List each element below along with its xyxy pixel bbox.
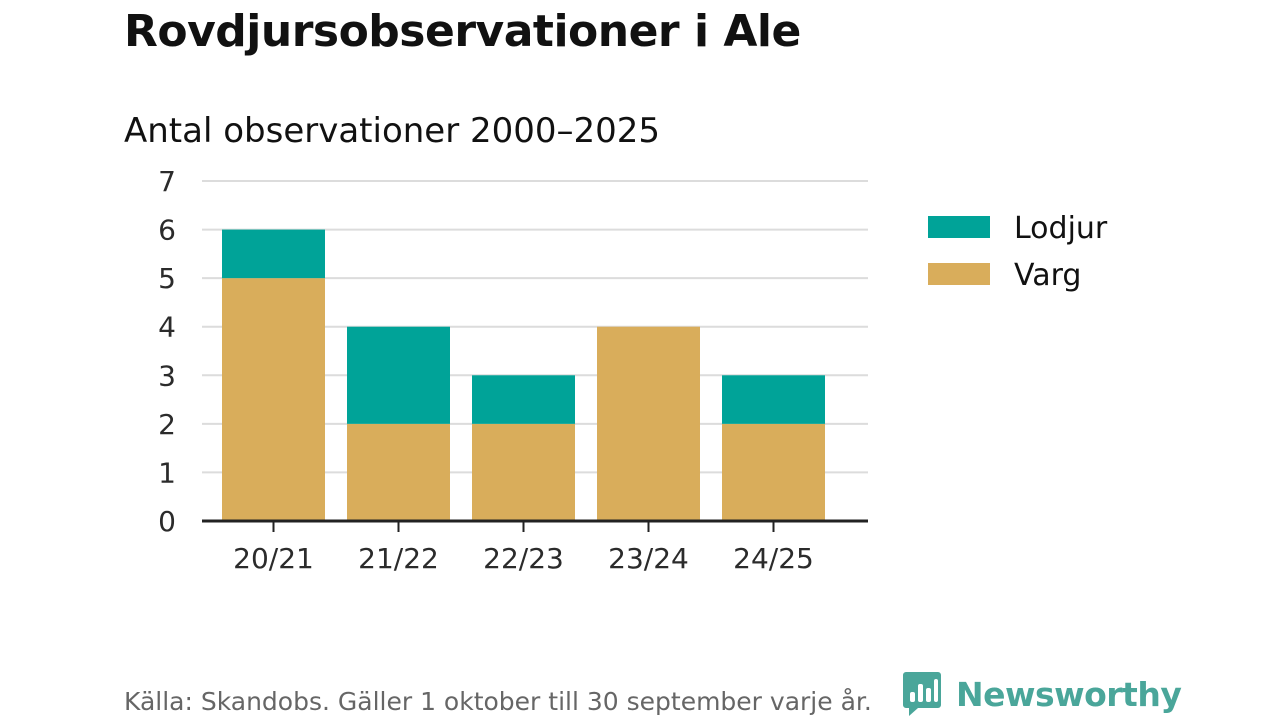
- y-tick-label: 4: [158, 311, 176, 344]
- newsworthy-logo-icon: [903, 672, 941, 716]
- bar-varg: [222, 278, 325, 521]
- x-tick-label: 20/21: [233, 542, 314, 575]
- chart-title: Rovdjursobservationer i Ale: [124, 6, 801, 57]
- y-tick-label: 5: [158, 262, 176, 295]
- bar-varg: [347, 423, 450, 521]
- x-tick-label: 21/22: [358, 542, 439, 575]
- bar-lodjur: [722, 375, 825, 424]
- y-tick-label: 7: [158, 165, 176, 198]
- y-tick-label: 6: [158, 214, 176, 247]
- legend-label-varg: Varg: [1014, 258, 1081, 293]
- legend-label-lodjur: Lodjur: [1014, 211, 1108, 246]
- x-tick-label: 22/23: [483, 542, 564, 575]
- chart-subtitle: Antal observationer 2000–2025: [124, 111, 661, 151]
- x-tick-label: 24/25: [733, 542, 814, 575]
- legend-swatch-lodjur: [928, 216, 990, 238]
- source-note: Källa: Skandobs. Gäller 1 oktober till 3…: [124, 687, 872, 716]
- bar-varg: [722, 423, 825, 521]
- y-tick-label: 3: [158, 359, 176, 392]
- bar-lodjur: [472, 375, 575, 424]
- legend-swatch-varg: [928, 263, 990, 285]
- y-tick-label: 1: [158, 456, 176, 489]
- bar-varg: [597, 326, 700, 521]
- bar-lodjur: [347, 326, 450, 424]
- newsworthy-brand-name: Newsworthy: [956, 674, 1182, 714]
- y-tick-label: 2: [158, 408, 176, 441]
- newsworthy-logo[interactable]: Newsworthy: [902, 668, 1182, 720]
- y-tick-label: 0: [158, 505, 176, 538]
- bar-lodjur: [222, 229, 325, 279]
- bar-varg: [472, 423, 575, 521]
- x-tick-label: 23/24: [608, 542, 689, 575]
